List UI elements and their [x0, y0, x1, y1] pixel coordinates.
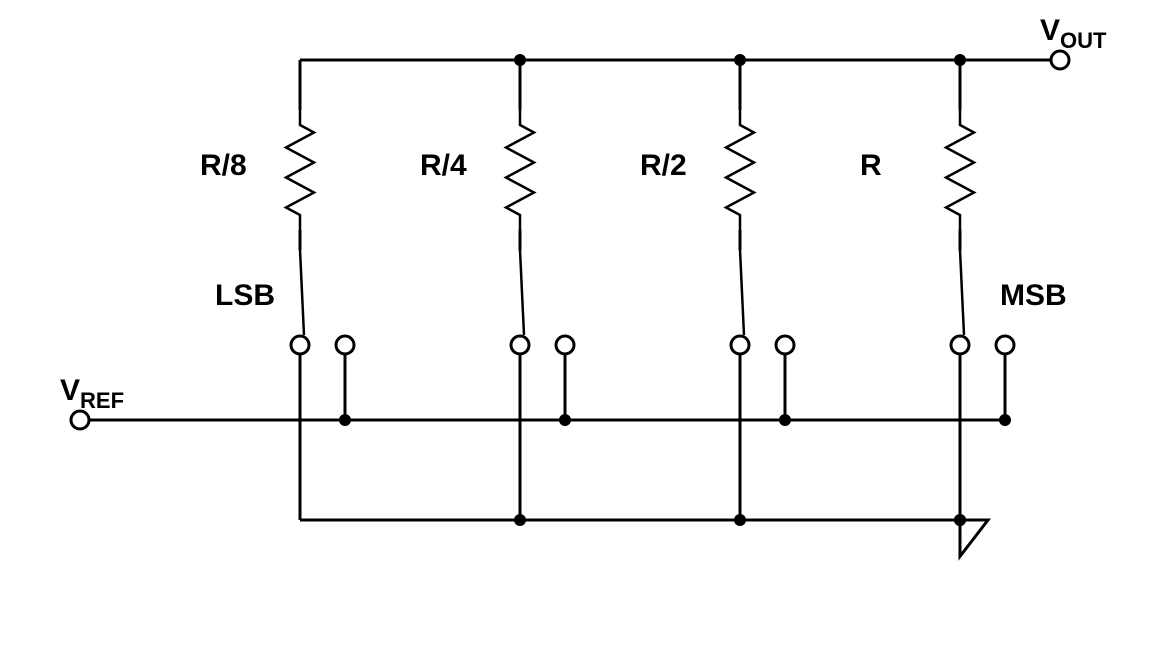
vref-label: VREF	[60, 374, 124, 413]
switch-contact-right-1	[556, 336, 574, 354]
resistor-label-3: R	[860, 149, 882, 182]
switch-contact-left-1	[511, 336, 529, 354]
bit-label-lsb: LSB	[215, 279, 275, 312]
resistor-label-0: R/8	[200, 149, 247, 182]
resistor-3	[946, 110, 974, 230]
vout-label: VOUT	[1040, 14, 1107, 53]
resistor-0	[286, 110, 314, 230]
vref-node-1	[559, 414, 571, 426]
top-node-2	[734, 54, 746, 66]
top-node-3	[954, 54, 966, 66]
resistor-2	[726, 110, 754, 230]
resistor-1	[506, 110, 534, 230]
switch-contact-right-0	[336, 336, 354, 354]
top-node-1	[514, 54, 526, 66]
vref-node-0	[339, 414, 351, 426]
bit-label-msb: MSB	[1000, 279, 1067, 312]
dac-schematic: VOUT VREF R/8 LSB R/4 R/2 R MSB	[0, 0, 1163, 664]
switch-contact-right-2	[776, 336, 794, 354]
vout-terminal	[1051, 51, 1069, 69]
vref-node-2	[779, 414, 791, 426]
vref-terminal	[71, 411, 89, 429]
switch-contact-left-3	[951, 336, 969, 354]
resistor-label-1: R/4	[420, 149, 467, 182]
switch-arm-1	[520, 250, 524, 335]
switch-contact-right-3	[996, 336, 1014, 354]
resistor-label-2: R/2	[640, 149, 687, 182]
switch-arm-3	[960, 250, 964, 335]
switch-contact-left-2	[731, 336, 749, 354]
vref-node-3	[999, 414, 1011, 426]
switch-arm-2	[740, 250, 744, 335]
gnd-node-2	[734, 514, 746, 526]
switch-contact-left-0	[291, 336, 309, 354]
switch-arm-0	[300, 250, 304, 335]
gnd-node-1	[514, 514, 526, 526]
gnd-node-3	[954, 514, 966, 526]
